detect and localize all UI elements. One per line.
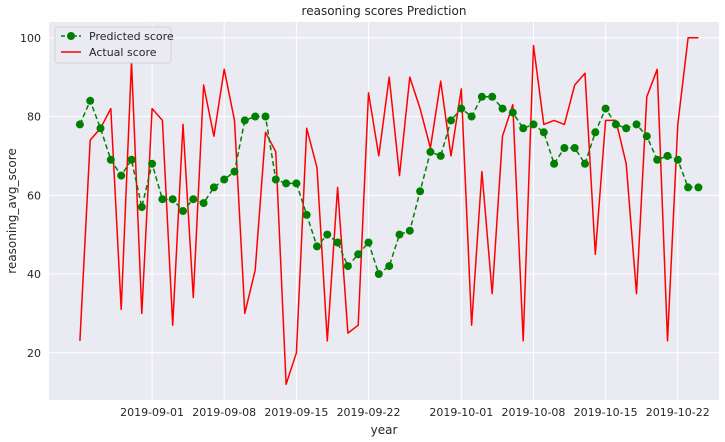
predicted-point xyxy=(570,144,579,152)
predicted-point xyxy=(343,262,352,271)
predicted-point xyxy=(560,144,569,152)
predicted-point xyxy=(405,226,414,235)
x-tick-label: 2019-10-01 xyxy=(429,406,493,419)
predicted-point xyxy=(364,238,373,247)
x-tick-labels: 2019-09-01 2019-09-08 2019-09-15 2019-09-22… xyxy=(120,406,710,419)
legend-box xyxy=(54,26,172,64)
predicted-point xyxy=(127,155,136,164)
predicted-point xyxy=(302,210,311,219)
legend-predicted-label: Predicted score xyxy=(89,30,174,43)
predicted-point xyxy=(282,179,291,188)
x-tick-label: 2019-10-08 xyxy=(501,406,565,419)
predicted-point xyxy=(333,238,342,247)
predicted-point xyxy=(385,262,394,271)
x-tick-label: 2019-10-15 xyxy=(574,406,638,419)
predicted-point xyxy=(354,250,363,259)
legend-predicted-marker xyxy=(67,32,75,40)
series-actual xyxy=(79,37,699,386)
x-tick-label: 2019-09-01 xyxy=(120,406,184,419)
actual-score-line xyxy=(79,37,699,386)
legend-actual-label: Actual score xyxy=(89,46,157,59)
predicted-point xyxy=(261,112,270,121)
predicted-point xyxy=(467,112,476,121)
predicted-point xyxy=(240,116,249,125)
x-tick-label: 2019-09-22 xyxy=(337,406,401,419)
predicted-point xyxy=(529,120,538,129)
predicted-point xyxy=(220,175,229,184)
predicted-point xyxy=(539,128,548,137)
predicted-point xyxy=(447,116,455,125)
y-tick-label: 100 xyxy=(20,32,41,45)
predicted-point xyxy=(436,151,445,160)
predicted-point xyxy=(323,230,332,239)
plot-area xyxy=(49,22,719,400)
predicted-point xyxy=(663,151,672,160)
predicted-point xyxy=(622,124,631,133)
predicted-point xyxy=(106,155,115,164)
predicted-point xyxy=(313,242,321,251)
predicted-point xyxy=(374,270,383,278)
legend: Predicted score Actual score xyxy=(54,26,174,64)
predicted-point xyxy=(416,187,425,196)
x-tick-label: 2019-09-15 xyxy=(264,406,328,419)
predicted-point xyxy=(292,179,301,188)
predicted-point xyxy=(581,159,589,168)
predicted-point xyxy=(684,183,693,192)
predicted-point xyxy=(488,92,497,101)
predicted-point xyxy=(694,183,703,192)
predicted-point xyxy=(96,124,105,133)
y-tick-label: 60 xyxy=(27,189,41,202)
y-tick-label: 20 xyxy=(27,347,41,360)
series-predicted xyxy=(75,92,703,278)
predicted-point xyxy=(611,120,620,129)
predicted-point xyxy=(179,207,187,215)
predicted-point xyxy=(137,203,146,212)
chart-title: reasoning scores Prediction xyxy=(302,4,467,18)
predicted-point xyxy=(86,96,95,105)
predicted-point xyxy=(209,183,218,192)
predicted-point xyxy=(550,159,559,168)
predicted-point xyxy=(601,104,610,113)
predicted-point xyxy=(653,155,662,164)
predicted-point xyxy=(199,199,208,208)
x-tick-label: 2019-09-08 xyxy=(192,406,256,419)
x-axis-label: year xyxy=(371,423,398,437)
predicted-point xyxy=(189,195,198,204)
predicted-point xyxy=(158,195,167,204)
predicted-point xyxy=(642,132,651,141)
predicted-point xyxy=(168,195,177,204)
predicted-point xyxy=(230,167,239,176)
predicted-point xyxy=(498,104,507,113)
y-axis-label: reasoning_avg_score xyxy=(5,148,19,273)
predicted-point xyxy=(477,92,486,101)
x-tick-label: 2019-10-22 xyxy=(646,406,710,419)
predicted-point xyxy=(508,108,517,117)
predicted-point xyxy=(117,171,126,180)
predicted-point xyxy=(395,230,404,239)
predicted-point xyxy=(75,120,84,129)
predicted-point xyxy=(426,147,435,156)
predicted-point xyxy=(148,159,157,168)
predicted-point xyxy=(519,124,528,133)
predicted-point xyxy=(673,155,682,164)
predicted-point xyxy=(591,128,600,137)
predicted-point xyxy=(271,175,280,184)
y-tick-labels: 20 40 60 80 100 xyxy=(20,32,41,360)
predicted-point xyxy=(632,120,641,129)
predicted-point xyxy=(457,104,466,113)
y-tick-label: 40 xyxy=(27,268,41,281)
y-tick-label: 80 xyxy=(27,111,41,124)
predicted-point xyxy=(251,112,260,121)
